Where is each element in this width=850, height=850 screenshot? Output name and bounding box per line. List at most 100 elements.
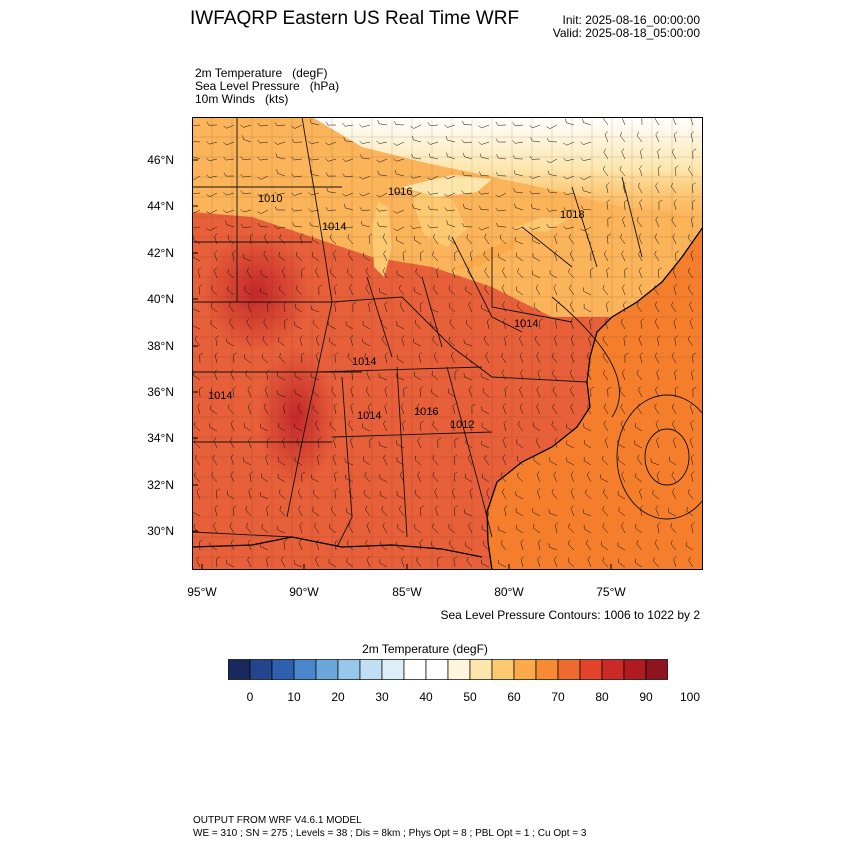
wind-barb [362, 124, 371, 128]
wind-barb [583, 427, 592, 432]
wind-barb [414, 323, 422, 330]
wind-barb-flag [210, 387, 213, 392]
wind-barb-flag [486, 488, 490, 492]
wind-barb [383, 457, 388, 466]
colorbar-swatch [623, 659, 647, 680]
pressure-label: 1014 [208, 390, 232, 402]
wind-barb-flag [638, 250, 641, 255]
wind-barb-flag [395, 373, 397, 378]
wind-barb-flag [333, 250, 337, 254]
wind-barb [211, 475, 218, 483]
wind-barb [230, 423, 235, 432]
wind-barb-flag [401, 335, 405, 339]
wind-barb-flag [363, 489, 365, 494]
wind-barb-flag [248, 437, 252, 441]
wind-barb [552, 389, 558, 398]
wind-barb-flag [334, 403, 338, 407]
wind-barb [315, 355, 320, 364]
wind-barb [248, 440, 252, 449]
wind-barb-flag [571, 352, 575, 356]
wind-barb [603, 118, 609, 126]
wind-barb-flag [453, 454, 458, 458]
wind-barb-flag [420, 301, 424, 305]
wind-barb-flag [348, 420, 351, 425]
wind-barb-flag [247, 539, 251, 543]
wind-barb [284, 320, 286, 330]
wind-barb [432, 255, 439, 262]
wind-barb-flag [435, 505, 439, 509]
wind-barb [242, 158, 252, 160]
wind-barb [583, 291, 592, 296]
wind-barb [413, 139, 422, 143]
wind-barb-flag [257, 222, 261, 227]
wind-barb [498, 192, 507, 198]
wind-barb-flag [536, 403, 540, 407]
wind-barb-flag [199, 386, 203, 390]
wind-barb-flag [299, 335, 303, 339]
wind-barb [570, 389, 575, 398]
lat-label: 40°N [147, 292, 174, 306]
wind-barb [261, 357, 269, 364]
wind-barb [636, 135, 643, 143]
wind-barb-flag [478, 125, 482, 129]
wind-barb [586, 355, 592, 364]
wind-barb [549, 174, 558, 177]
wind-barb [277, 226, 286, 229]
wind-barb [434, 491, 439, 500]
wind-barb [481, 563, 490, 568]
wind-barb-flag [454, 369, 459, 373]
wind-barb [502, 270, 507, 279]
wind-barb [430, 175, 439, 181]
wind-barb [501, 491, 507, 500]
wind-barb [413, 124, 422, 129]
wind-barb-flag [414, 455, 417, 460]
wind-barb [398, 509, 405, 517]
wind-barb [209, 158, 218, 162]
wind-barb-flag [569, 301, 573, 306]
wind-barb [215, 338, 218, 347]
wind-barb [690, 134, 694, 143]
wind-barb [674, 167, 677, 177]
wind-barb [639, 202, 643, 211]
wind-barb [294, 225, 303, 228]
wind-barb [689, 321, 694, 330]
wind-barb-flag [620, 403, 623, 408]
wind-barb-flag [582, 509, 584, 514]
wind-barb [500, 475, 507, 483]
wind-barb [536, 474, 541, 483]
colorbar-swatch [469, 659, 493, 680]
wind-barb-flag [672, 233, 676, 237]
wind-barb [482, 477, 490, 483]
wind-barb [278, 341, 286, 347]
wind-barb-flag [569, 284, 572, 289]
wind-barb-flag [400, 403, 404, 407]
wind-barb [657, 168, 660, 177]
colorbar-swatch [228, 659, 251, 680]
wind-barb-flag [461, 190, 465, 194]
wind-barb-flag [570, 471, 574, 475]
wind-barb [381, 323, 388, 330]
wind-barb-flag [359, 140, 363, 144]
wind-barb-flag [334, 301, 338, 305]
wind-barb [516, 459, 524, 466]
colorbar-tick-label: 90 [639, 690, 653, 704]
wind-barb [192, 308, 201, 313]
wind-barb [657, 525, 660, 534]
wind-barb-flag [606, 199, 611, 203]
wind-barb [654, 407, 660, 415]
wind-barb-flag [533, 302, 535, 307]
wind-barb [283, 542, 286, 551]
wind-barb-flag [206, 121, 210, 126]
wind-barb [193, 375, 201, 381]
wind-barb [621, 525, 626, 534]
wind-barb [483, 254, 490, 262]
wind-barb-flag [214, 250, 218, 254]
wind-barb-flag [365, 386, 369, 391]
colorbar-swatch [447, 659, 471, 680]
wind-barb [192, 141, 201, 143]
wind-barb-flag [548, 509, 550, 514]
wind-barb-flag [206, 194, 211, 197]
wind-barb [329, 341, 337, 347]
wind-barb-flag [621, 148, 625, 152]
wind-barb [416, 406, 422, 415]
